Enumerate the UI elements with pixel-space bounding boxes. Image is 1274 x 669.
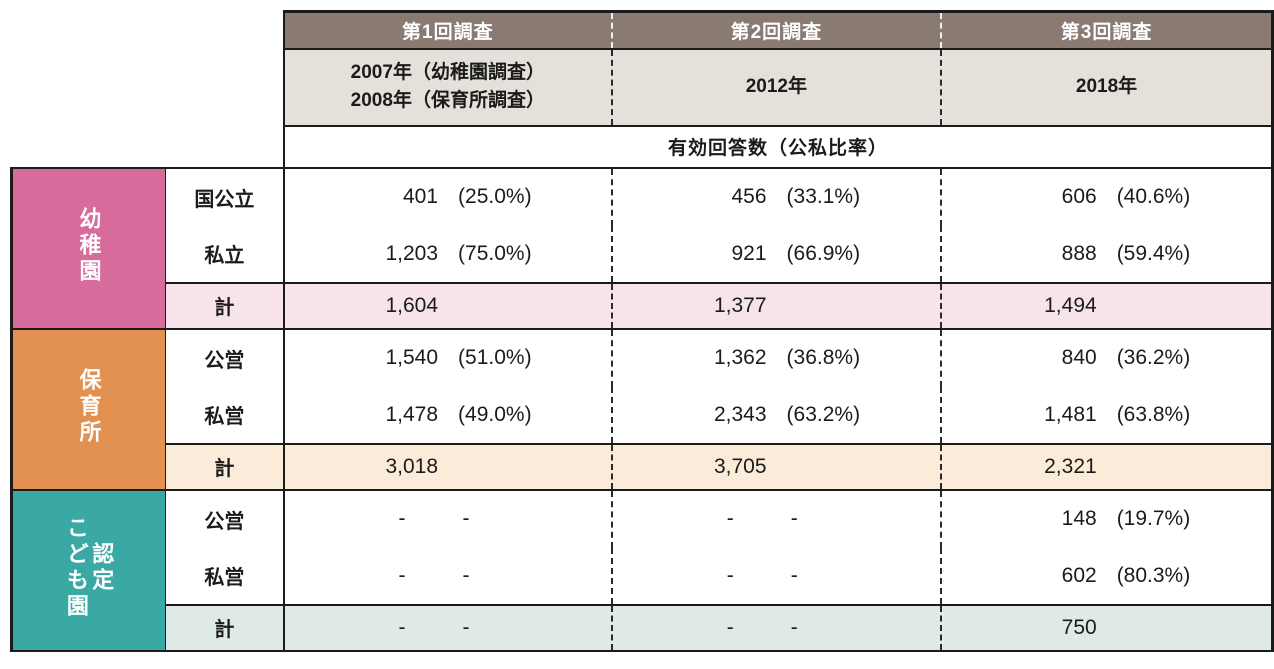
row-label-public-run: 公営 <box>164 488 284 548</box>
cell-nursery-total-s1: 3,018 <box>283 442 612 491</box>
cell-percent: (25.0%) <box>458 185 532 208</box>
cell-nursery-public-s3: 840 (36.2%) <box>940 327 1274 387</box>
cell-value: - <box>726 615 734 639</box>
group-label-nursery: 保育所 <box>10 327 166 491</box>
group-label-certified-center: 認定 こども園 <box>10 488 166 652</box>
header-survey-1: 第1回調査 <box>283 10 612 50</box>
row-label-private-run: 私営 <box>164 547 284 605</box>
row-label-private-run: 私営 <box>164 386 284 444</box>
cell-center-public-s3: 148 (19.7%) <box>940 488 1274 548</box>
cell-value: - <box>398 507 406 530</box>
cell-value: 3,705 <box>713 454 767 478</box>
group-label-nursery-text: 保育所 <box>76 367 102 446</box>
cell-kindergarten-public-s3: 606 (40.6%) <box>940 166 1274 226</box>
cell-kindergarten-private-s2: 921 (66.9%) <box>610 225 942 283</box>
cell-center-private-s3: 602 (80.3%) <box>940 547 1274 605</box>
cell-nursery-public-s2: 1,362 (36.8%) <box>610 327 942 387</box>
cell-value: 148 <box>1061 507 1097 530</box>
table-corner-blank <box>11 11 284 168</box>
cell-nursery-private-s2: 2,343 (63.2%) <box>610 386 942 444</box>
survey-response-table: 第1回調査 第2回調査 第3回調査 2007年（幼稚園調査） 2008年（保育所… <box>10 10 1274 652</box>
cell-kindergarten-total-s3: 1,494 <box>940 281 1274 330</box>
row-label-public-run: 公営 <box>164 327 284 387</box>
cell-value: 456 <box>731 185 767 208</box>
group-label-certified-center-text: 認定 こども園 <box>63 515 115 620</box>
cell-percent: (80.3%) <box>1116 563 1191 587</box>
cell-value: - <box>726 507 734 530</box>
header-period-3: 2018年 <box>940 48 1274 127</box>
row-label-national-public: 国公立 <box>164 166 284 226</box>
cell-value: - <box>398 615 406 639</box>
cell-nursery-total-s3: 2,321 <box>940 442 1274 491</box>
group-label-kindergarten: 幼稚園 <box>10 166 166 330</box>
row-label-total: 計 <box>164 281 284 330</box>
cell-percent: - <box>462 615 470 639</box>
cell-center-total-s1: -- <box>283 603 612 652</box>
cell-value: 840 <box>1061 346 1097 369</box>
cell-value: 1,478 <box>385 402 439 426</box>
cell-percent: - <box>790 507 798 530</box>
cell-value: 1,494 <box>1044 293 1097 317</box>
cell-center-private-s1: -- <box>283 547 612 605</box>
cell-percent: (36.8%) <box>786 346 861 369</box>
row-label-private: 私立 <box>164 225 284 283</box>
cell-value: 750 <box>1061 615 1097 639</box>
cell-center-total-s2: -- <box>610 603 942 652</box>
cell-percent: (19.7%) <box>1116 507 1191 530</box>
cell-percent: - <box>790 615 798 639</box>
header-survey-2: 第2回調査 <box>610 10 942 50</box>
cell-value: 1,377 <box>713 293 767 317</box>
cell-value: - <box>726 563 734 587</box>
cell-value: 1,540 <box>385 346 439 369</box>
header-period-2: 2012年 <box>610 48 942 127</box>
cell-percent: - <box>462 563 470 587</box>
row-label-total: 計 <box>164 442 284 491</box>
cell-kindergarten-total-s1: 1,604 <box>283 281 612 330</box>
cell-value: 1,604 <box>385 293 439 317</box>
cell-percent: (36.2%) <box>1116 346 1191 369</box>
cell-percent: - <box>462 507 470 530</box>
cell-value: - <box>398 563 406 587</box>
cell-value: 1,481 <box>1044 402 1097 426</box>
cell-value: 1,362 <box>713 346 767 369</box>
cell-percent: (33.1%) <box>786 185 861 208</box>
header-measure-label: 有効回答数（公私比率） <box>283 125 1274 169</box>
cell-value: 1,203 <box>385 241 439 265</box>
cell-kindergarten-public-s1: 401 (25.0%) <box>283 166 612 226</box>
cell-center-public-s1: -- <box>283 488 612 548</box>
cell-percent: (66.9%) <box>786 241 861 265</box>
cell-percent: (59.4%) <box>1116 241 1191 265</box>
cell-percent: (63.2%) <box>786 402 861 426</box>
cell-center-private-s2: -- <box>610 547 942 605</box>
cell-center-total-s3: 750 <box>940 603 1274 652</box>
cell-value: 888 <box>1061 241 1097 265</box>
cell-percent: (40.6%) <box>1116 185 1191 208</box>
cell-value: 3,018 <box>385 454 439 478</box>
header-survey-3: 第3回調査 <box>940 10 1274 50</box>
cell-value: 2,321 <box>1044 454 1097 478</box>
cell-kindergarten-private-s3: 888 (59.4%) <box>940 225 1274 283</box>
cell-value: 2,343 <box>713 402 767 426</box>
cell-nursery-total-s2: 3,705 <box>610 442 942 491</box>
row-label-total: 計 <box>164 603 284 652</box>
cell-percent: (75.0%) <box>458 241 532 265</box>
cell-nursery-private-s1: 1,478 (49.0%) <box>283 386 612 444</box>
cell-percent: (49.0%) <box>458 402 532 426</box>
cell-kindergarten-private-s1: 1,203 (75.0%) <box>283 225 612 283</box>
cell-percent: (63.8%) <box>1116 402 1191 426</box>
cell-value: 602 <box>1061 563 1097 587</box>
cell-percent: - <box>790 563 798 587</box>
cell-percent: (51.0%) <box>458 346 532 369</box>
cell-value: 606 <box>1061 185 1097 208</box>
cell-value: 401 <box>402 185 439 208</box>
cell-nursery-private-s3: 1,481 (63.8%) <box>940 386 1274 444</box>
header-period-1: 2007年（幼稚園調査） 2008年（保育所調査） <box>283 48 612 127</box>
cell-kindergarten-public-s2: 456 (33.1%) <box>610 166 942 226</box>
cell-value: 921 <box>731 241 767 265</box>
cell-center-public-s2: -- <box>610 488 942 548</box>
group-label-kindergarten-text: 幼稚園 <box>76 206 102 285</box>
cell-kindergarten-total-s2: 1,377 <box>610 281 942 330</box>
cell-nursery-public-s1: 1,540 (51.0%) <box>283 327 612 387</box>
